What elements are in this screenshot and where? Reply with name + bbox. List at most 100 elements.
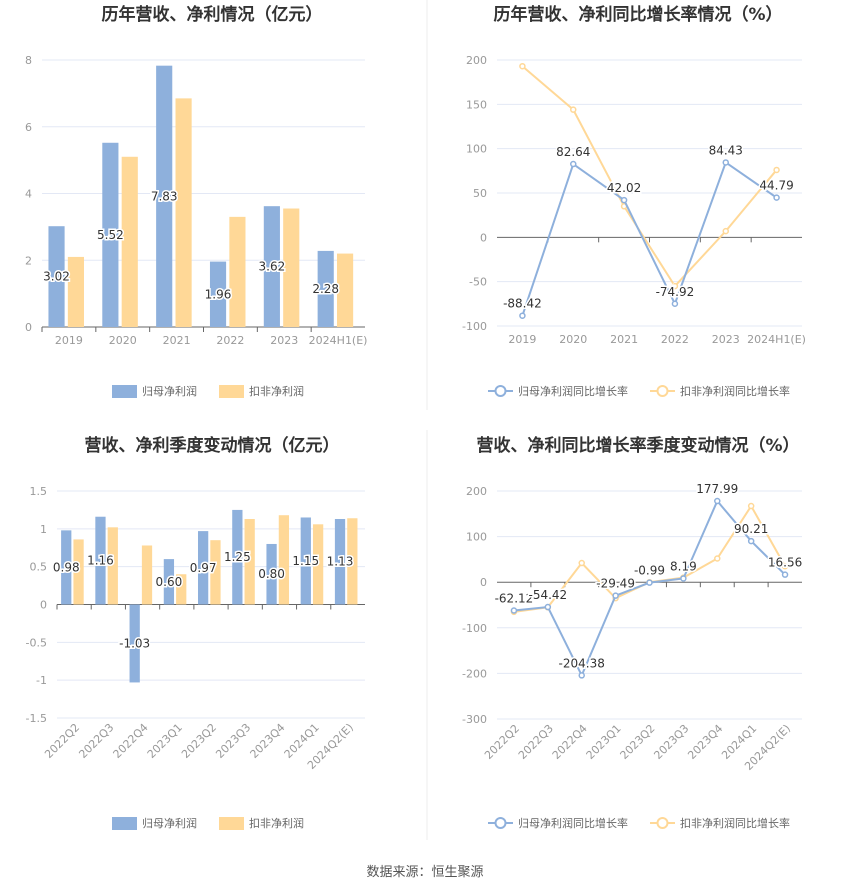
data-label: -29.49 (596, 577, 635, 591)
y-tick-label: -0.5 (26, 636, 47, 649)
y-tick-label: -1 (36, 674, 47, 687)
x-tick-label: 2023Q4 (248, 721, 288, 761)
y-tick-label: 8 (25, 54, 32, 67)
data-label: 3.02 (43, 270, 70, 284)
x-tick-label: 2022 (661, 333, 689, 346)
data-point (773, 194, 780, 201)
bar-deducted-profit (283, 208, 300, 327)
legend-swatch (112, 385, 137, 398)
legend-label: 扣非净利润 (249, 384, 304, 398)
data-point (519, 312, 526, 319)
data-point (747, 537, 755, 545)
data-label: -62.12 (495, 592, 534, 606)
legend-label: 扣非净利润同比增长率 (680, 816, 790, 830)
data-point (578, 559, 585, 567)
bar-deducted-profit (337, 253, 354, 327)
x-tick-label: 2023 (270, 334, 298, 347)
bar-deducted-profit (141, 545, 153, 605)
legend-label: 扣非净利润同比增长率 (680, 384, 790, 398)
x-tick-label: 2019 (55, 334, 83, 347)
y-tick-label: 1 (40, 523, 47, 536)
y-tick-label: 6 (25, 121, 32, 134)
x-tick-label: 2023Q2 (618, 722, 658, 762)
data-point (646, 579, 653, 586)
legend-swatch (112, 817, 137, 830)
legend: 归母净利润 扣非净利润 (112, 384, 304, 398)
chart-title: 历年营收、净利情况（亿元） (102, 4, 323, 25)
data-point (781, 562, 789, 570)
y-tick-label: 200 (466, 54, 487, 67)
series-line-net-growth (521, 160, 778, 317)
data-label: 84.43 (709, 143, 743, 157)
y-tick-label: -50 (469, 276, 487, 289)
data-label: 2.28 (312, 282, 339, 296)
data-label: 0.98 (53, 560, 80, 574)
data-label: 7.83 (151, 189, 178, 203)
legend-marker-icon (494, 817, 507, 829)
bar-deducted-profit (121, 156, 138, 327)
data-point (722, 227, 729, 235)
y-tick-label: 200 (466, 485, 487, 498)
data-label: -0.99 (634, 564, 665, 578)
data-label: 1.96 (205, 287, 232, 301)
legend-label: 归母净利润同比增长率 (518, 816, 628, 830)
data-source: 数据来源：恒生聚源 (366, 865, 483, 880)
y-tick-label: 100 (466, 143, 487, 156)
data-point (544, 603, 552, 611)
x-tick-label: 2023 (712, 333, 740, 346)
bar-net-profit (48, 226, 65, 327)
y-tick-label: -200 (462, 667, 487, 680)
y-tick-label: 0 (40, 599, 47, 612)
bar-deducted-profit (278, 515, 290, 605)
chart-1: 历年营收、净利情况（亿元） 0 2 4 6 8 2019 2020 2021 2022 2023 20… (25, 4, 367, 398)
bar-net-profit (334, 518, 346, 605)
legend-label: 扣非净利润 (249, 816, 304, 830)
bar-net-profit (300, 517, 311, 605)
x-tick-label: 2022 (216, 334, 244, 347)
bar-net-profit (232, 509, 243, 605)
bar-net-profit (266, 543, 277, 605)
data-point (570, 160, 577, 168)
x-tick-label: 2024H1(E) (747, 333, 806, 346)
data-label: 1.15 (292, 554, 319, 568)
legend-marker-icon (656, 817, 669, 829)
y-tick-label: -300 (462, 713, 487, 726)
data-label: 1.16 (87, 554, 114, 568)
data-label: 8.19 (670, 559, 697, 573)
legend: 归母净利润同比增长率 扣非净利润同比增长率 (488, 384, 790, 398)
y-tick-label: 4 (25, 188, 32, 201)
y-tick-label: 150 (466, 98, 487, 111)
data-point (714, 497, 721, 505)
data-label: -1.03 (119, 636, 150, 650)
legend: 归母净利润同比增长率 扣非净利润同比增长率 (488, 816, 790, 830)
x-tick-label: 2023Q3 (651, 722, 691, 762)
bar-deducted-profit (244, 518, 255, 605)
data-point (612, 592, 619, 599)
legend-swatch (219, 817, 244, 830)
legend-label: 归母净利润同比增长率 (518, 384, 628, 398)
x-tick-label: 2022Q4 (111, 721, 151, 761)
data-label: 1.13 (327, 555, 354, 569)
data-label: 42.02 (607, 181, 641, 195)
legend: 归母净利润 扣非净利润 (112, 816, 304, 830)
bar-deducted-profit (107, 527, 118, 605)
chart-title: 历年营收、净利同比增长率情况（%） (493, 4, 782, 25)
y-tick-label: 100 (466, 531, 487, 544)
bar-deducted-profit (210, 540, 221, 605)
bar-deducted-profit (67, 256, 84, 327)
x-tick-label: 2022Q2 (42, 721, 82, 761)
y-tick-label: -100 (462, 320, 487, 333)
y-tick-label: -100 (462, 622, 487, 635)
data-point (671, 282, 679, 290)
data-point (620, 196, 628, 204)
chart-3: 营收、净利季度变动情况（亿元）-1.5-1-0.500.511.52022Q22… (26, 435, 365, 830)
data-label: -74.92 (656, 285, 695, 299)
x-tick-label: 2021 (610, 333, 638, 346)
data-label: 3.62 (259, 260, 286, 274)
data-point (722, 159, 729, 166)
x-tick-label: 2023Q4 (685, 722, 725, 762)
data-point (570, 106, 577, 113)
bar-net-profit (61, 530, 72, 605)
